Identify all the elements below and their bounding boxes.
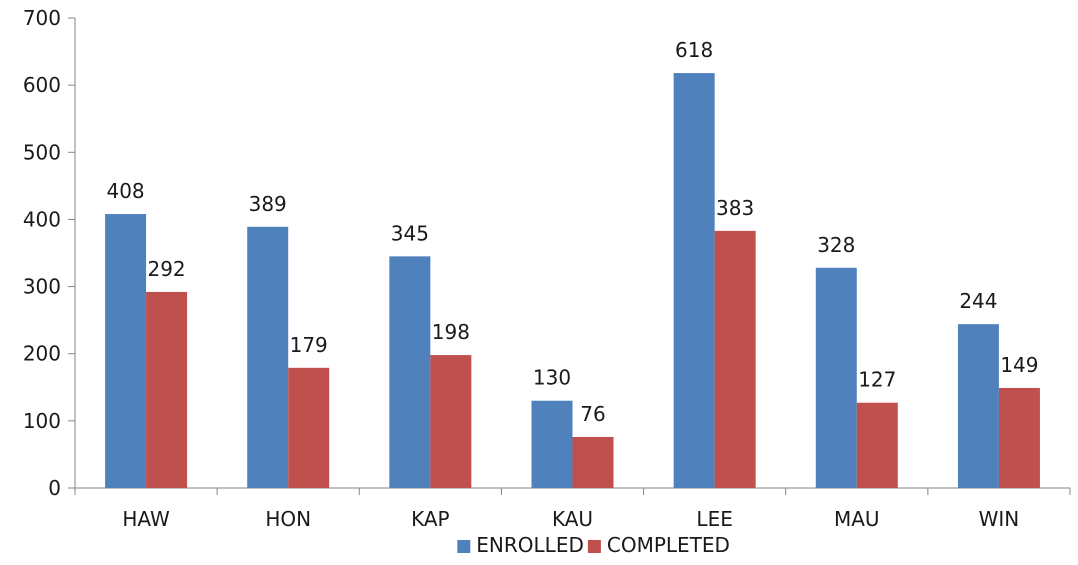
data-label: 130 <box>533 366 571 390</box>
bar-enrolled-haw <box>105 214 147 489</box>
bars <box>105 73 1040 489</box>
bar-enrolled-lee <box>673 73 715 489</box>
legend-swatch-completed <box>587 540 601 553</box>
data-label: 383 <box>716 196 754 220</box>
data-label: 198 <box>432 320 470 344</box>
data-label: 127 <box>858 368 896 392</box>
x-category-label: KAP <box>411 507 450 531</box>
legend-swatch-enrolled <box>457 540 471 553</box>
data-label: 244 <box>959 289 997 313</box>
y-tick-label: 100 <box>23 409 61 433</box>
data-label: 389 <box>249 192 287 216</box>
x-category-label: HAW <box>122 507 170 531</box>
y-tick-label: 200 <box>23 342 61 366</box>
axes: 0 100 200 300 400 500 600 700 HAW HON KAP KAU LEE MAU… <box>23 6 1071 531</box>
data-label: 408 <box>106 179 144 203</box>
y-tick-label: 700 <box>23 6 61 30</box>
bar-enrolled-win <box>957 324 999 488</box>
data-label: 292 <box>147 257 185 281</box>
bar-completed-kap <box>430 355 472 488</box>
bar-completed-lee <box>714 230 756 489</box>
bar-enrolled-mau <box>815 267 857 488</box>
x-category-label: MAU <box>834 507 880 531</box>
bar-enrolled-kau <box>531 400 573 488</box>
data-label: 345 <box>391 221 429 245</box>
data-label: 618 <box>675 38 713 62</box>
bar-completed-haw <box>146 291 188 488</box>
bar-completed-kau <box>572 436 614 488</box>
x-category-label: LEE <box>696 507 732 531</box>
data-label: 328 <box>817 233 855 257</box>
y-tick-label: 400 <box>23 207 61 231</box>
bar-completed-hon <box>288 367 330 488</box>
bar-enrolled-hon <box>247 226 289 489</box>
bar-completed-mau <box>856 402 898 488</box>
legend-label-completed: COMPLETED <box>607 533 730 557</box>
x-category-label: HON <box>265 507 311 531</box>
data-label: 76 <box>580 402 605 426</box>
bar-enrolled-kap <box>389 256 431 488</box>
y-tick-label: 0 <box>48 476 61 500</box>
x-category-label: WIN <box>979 507 1020 531</box>
data-labels: 408 292 389 179 345 198 130 76 618 383 328 127 244 14… <box>106 38 1038 426</box>
legend-label-enrolled: ENROLLED <box>476 533 584 557</box>
data-label: 149 <box>1000 353 1038 377</box>
bar-completed-win <box>998 387 1040 488</box>
y-tick-label: 500 <box>23 140 61 164</box>
y-tick-label: 300 <box>23 275 61 299</box>
data-label: 179 <box>290 333 328 357</box>
x-category-label: KAU <box>552 507 593 531</box>
y-tick-label: 600 <box>23 73 61 97</box>
legend: ENROLLED COMPLETED <box>457 533 730 557</box>
